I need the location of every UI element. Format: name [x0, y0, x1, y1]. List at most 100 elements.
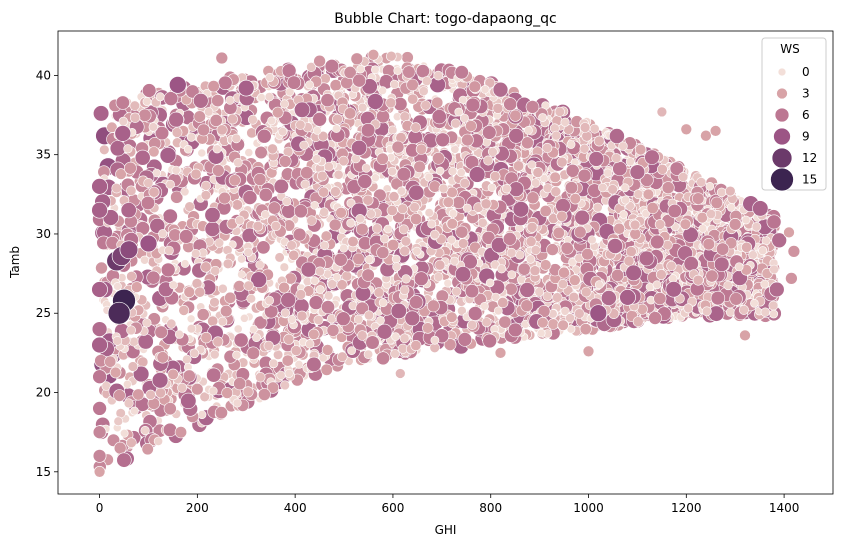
bubble [401, 274, 411, 284]
bubble [534, 287, 545, 297]
bubble [220, 304, 233, 318]
bubble [197, 148, 207, 158]
bubble [427, 219, 437, 229]
bubble [451, 286, 462, 297]
bubble [273, 349, 284, 360]
bubble [459, 113, 469, 123]
bubble [113, 282, 122, 291]
bubble [209, 349, 220, 360]
bubble [255, 372, 266, 383]
bubble [191, 249, 201, 259]
bubble [239, 313, 249, 323]
bubble [467, 306, 483, 321]
bubble [433, 272, 444, 282]
bubble [256, 128, 272, 144]
bubble [376, 351, 390, 366]
bubble [702, 238, 715, 251]
bubble [378, 298, 388, 308]
bubble [526, 191, 540, 205]
bubble [397, 203, 408, 215]
bubble [137, 333, 154, 350]
bubble [154, 126, 170, 141]
bubble [180, 187, 190, 197]
bubble [564, 181, 579, 195]
bubble [492, 102, 504, 114]
bubble [443, 278, 453, 288]
bubble [426, 299, 440, 313]
bubble [366, 93, 384, 110]
bubble [361, 163, 372, 173]
bubble [333, 169, 344, 180]
bubble [294, 359, 304, 369]
bubble [141, 443, 154, 456]
bubble [493, 306, 503, 316]
bubble [390, 348, 400, 359]
bubble [378, 86, 387, 95]
bubble [212, 164, 225, 177]
bubble [163, 91, 179, 106]
bubble [726, 203, 736, 212]
bubble [318, 353, 328, 363]
bubble [410, 213, 423, 226]
bubble [333, 252, 348, 267]
bubble [649, 234, 665, 250]
bubble [169, 280, 178, 290]
bubble [336, 351, 348, 363]
bubble [320, 230, 332, 242]
bubble [278, 281, 290, 294]
bubble [162, 208, 178, 224]
bubble [233, 158, 243, 168]
bubble [300, 179, 310, 190]
bubble [273, 178, 289, 194]
bubble [560, 241, 574, 255]
bubble [655, 269, 667, 280]
bubble [174, 329, 184, 339]
bubble [210, 265, 221, 276]
bubble [249, 324, 258, 334]
bubble [186, 314, 196, 324]
bubble [556, 156, 568, 168]
bubble [484, 77, 496, 89]
bubble [280, 380, 290, 391]
bubble [751, 222, 762, 232]
bubble [217, 283, 228, 294]
bubble [204, 207, 221, 224]
bubble [178, 304, 190, 316]
bubble [420, 100, 431, 111]
bubble [550, 186, 562, 197]
bubble [385, 50, 397, 62]
bubble [199, 391, 210, 403]
bubble [196, 308, 210, 321]
bubble [282, 196, 292, 207]
bubble [114, 125, 132, 142]
bubble [244, 148, 254, 157]
bubble [132, 365, 150, 383]
bubble [526, 221, 538, 233]
bubble [710, 196, 723, 210]
bubble [142, 83, 157, 98]
bubble [465, 97, 481, 113]
bubble [498, 315, 512, 329]
bubble [661, 181, 675, 195]
bubble [268, 358, 279, 369]
bubble [515, 250, 525, 260]
bubble [310, 276, 319, 286]
bubble [154, 325, 168, 339]
bubble [435, 132, 451, 148]
bubble [588, 151, 605, 167]
bubble [525, 254, 536, 264]
bubble [242, 386, 254, 398]
bubble [324, 291, 334, 301]
bubble [446, 311, 458, 323]
bubble [137, 356, 149, 368]
bubble [520, 299, 534, 313]
bubble [184, 201, 195, 212]
bubble [592, 202, 603, 213]
bubble [155, 387, 166, 399]
bubble [264, 92, 274, 102]
bubble [376, 323, 393, 340]
bubble [123, 379, 132, 389]
bubble [148, 122, 159, 132]
bubble [509, 109, 522, 122]
